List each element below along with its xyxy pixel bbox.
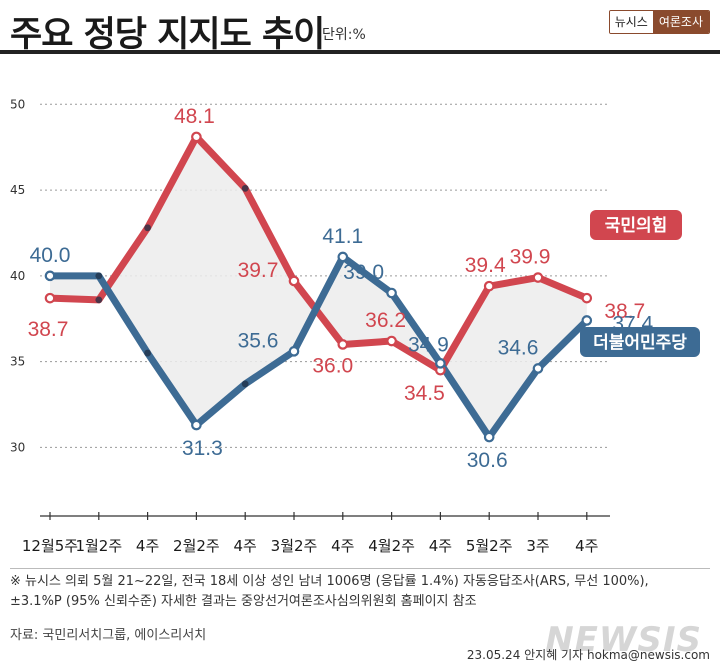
data-point-marker [337, 251, 349, 263]
newsis-poll-badge: 뉴시스 여론조사 [608, 10, 710, 34]
y-tick-label: 50 [10, 97, 25, 111]
data-point-joint [241, 184, 249, 192]
notes-line-1: ※ 뉴시스 의뢰 5월 21~22일, 전국 18세 이상 성인 남녀 1006… [10, 574, 649, 589]
data-point-marker [288, 275, 300, 287]
x-tick-label: 4주 [234, 537, 257, 555]
data-label-ppp: 39.7 [238, 259, 279, 282]
data-point-marker [191, 419, 202, 431]
page-title: 주요 정당 지지도 추이 [10, 15, 325, 55]
data-point-marker [483, 280, 495, 292]
data-point-marker [435, 358, 446, 369]
x-tick-label: 4주 [429, 537, 452, 555]
data-label-dpk: 31.3 [182, 437, 223, 460]
data-label-dpk: 41.1 [322, 225, 363, 248]
y-tick-label: 30 [10, 440, 25, 454]
y-tick-label: 40 [10, 269, 25, 283]
series-line-ppp [46, 133, 591, 374]
data-label-ppp: 36.2 [365, 309, 406, 332]
x-tick-label: 5월2주 [466, 537, 513, 555]
notes-divider [10, 568, 710, 569]
legend-ppp-pill [590, 210, 682, 240]
data-label-ppp: 38.7 [604, 300, 645, 323]
data-point-marker [483, 431, 495, 443]
y-tick-label: 45 [10, 183, 25, 197]
x-tick-label: 4주 [331, 537, 354, 555]
data-point-marker [386, 335, 397, 347]
data-label-ppp: 38.7 [28, 318, 69, 341]
unit-label: 단위:% [322, 27, 366, 43]
data-label-ppp: 39.4 [465, 254, 506, 277]
data-point-joint [95, 296, 103, 304]
byline: 23.05.24 안지혜 기자 hokma@newsis.com [466, 648, 710, 662]
data-point-marker [337, 339, 349, 350]
gap-area [50, 136, 587, 438]
x-tick-label: 4월2주 [368, 537, 415, 555]
x-tick-label: 2월2주 [173, 537, 220, 555]
source-text: 자료: 국민리서치그룹, 에이스리서치 [10, 628, 207, 643]
data-label-dpk: 40.0 [30, 244, 71, 267]
data-point-marker [191, 131, 202, 143]
x-tick-label: 4주 [136, 537, 159, 555]
badge-category: 여론조사 [652, 11, 709, 33]
legend-ppp-label: 국민의힘 [605, 215, 668, 236]
data-label-dpk: 35.6 [238, 329, 279, 352]
x-tick-label: 3월2주 [271, 537, 318, 555]
y-tick-label: 35 [10, 355, 25, 369]
data-point-marker [386, 287, 397, 299]
data-point-marker [288, 346, 300, 357]
data-label-dpk: 34.6 [498, 336, 539, 359]
data-label-ppp: 39.9 [510, 246, 551, 269]
data-point-marker [44, 270, 56, 282]
x-tick-label: 3주 [526, 537, 549, 555]
data-point-marker [581, 315, 593, 326]
legend-dpk-pill [580, 327, 700, 357]
data-point-marker [44, 292, 56, 304]
data-label-dpk: 34.9 [408, 333, 449, 356]
notes-line-2: ±3.1%P (95% 신뢰수준) 자세한 결과는 중앙선거여론조사심의위원회 … [10, 594, 477, 609]
x-tick-label: 12월5주 [22, 537, 78, 555]
data-point-joint [241, 380, 249, 388]
badge-brand: 뉴시스 [609, 11, 653, 33]
survey-notes: ※ 뉴시스 의뢰 5월 21~22일, 전국 18세 이상 성인 남녀 1006… [10, 568, 710, 612]
data-point-marker [532, 363, 544, 374]
data-label-dpk: 30.6 [467, 449, 508, 472]
series-line-dpk [46, 253, 591, 441]
data-label-dpk: 39.0 [343, 261, 384, 284]
title-divider [0, 50, 720, 54]
data-point-joint [95, 272, 103, 280]
legend-dpk-label: 더불어민주당 [593, 333, 687, 353]
x-tick-label: 4주 [575, 537, 598, 555]
data-label-ppp: 34.5 [404, 382, 445, 405]
data-label-ppp: 36.0 [312, 354, 353, 377]
data-point-marker [532, 272, 544, 283]
data-point-marker [581, 292, 593, 304]
data-point-joint [144, 349, 152, 357]
x-tick-label: 1월2주 [75, 537, 122, 555]
newsis-watermark: NEWSIS [545, 620, 702, 660]
data-label-ppp: 48.1 [174, 105, 215, 128]
data-point-joint [144, 224, 152, 232]
